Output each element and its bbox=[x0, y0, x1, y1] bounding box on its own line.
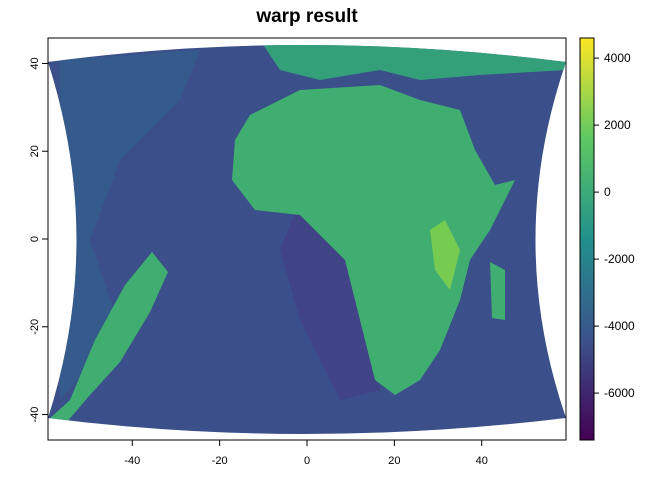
y-tick-label: 0 bbox=[29, 236, 41, 242]
x-tick-label: 0 bbox=[304, 455, 310, 467]
africa bbox=[232, 85, 515, 395]
colorbar-tick-label: 0 bbox=[604, 185, 611, 199]
x-tick-label: -20 bbox=[212, 455, 228, 467]
x-tick-label: 40 bbox=[476, 455, 488, 467]
highlands bbox=[430, 220, 460, 290]
y-tick-label: 40 bbox=[29, 57, 41, 69]
colorbar-tick-label: -2000 bbox=[604, 252, 635, 266]
colorbar-tick-label: -4000 bbox=[604, 319, 635, 333]
deep-basin bbox=[280, 200, 380, 400]
madagascar bbox=[490, 262, 505, 320]
map-raster bbox=[48, 45, 566, 434]
colorbar-tick-label: 2000 bbox=[604, 118, 631, 132]
y-tick-label: -20 bbox=[29, 319, 41, 335]
colorbar-tick-label: -6000 bbox=[604, 386, 635, 400]
ocean-shelf bbox=[60, 50, 200, 400]
y-tick-label: 20 bbox=[29, 145, 41, 157]
x-tick-label: 20 bbox=[388, 455, 400, 467]
chart-title: warp result bbox=[255, 6, 358, 27]
south-america bbox=[48, 252, 168, 430]
x-tick-label: -40 bbox=[124, 455, 140, 467]
colorbar bbox=[579, 37, 595, 441]
y-tick-label: -40 bbox=[29, 407, 41, 423]
colorbar-tick-label: 4000 bbox=[604, 51, 631, 65]
